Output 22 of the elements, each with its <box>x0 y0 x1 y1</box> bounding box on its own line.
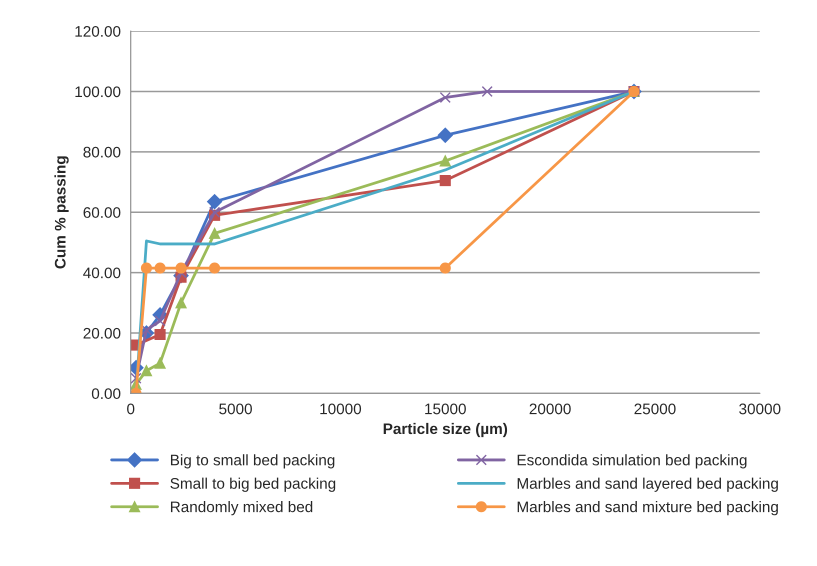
legend-label: Escondida simulation bed packing <box>518 454 746 468</box>
y-tick-label: 20.00 <box>84 328 120 339</box>
legend-label: Marbles and sand layered bed packing <box>518 478 778 492</box>
y-tick-label: 100.00 <box>75 86 120 98</box>
y-tick-label: 0.00 <box>92 388 120 400</box>
legend-label: Small to big bed packing <box>170 478 336 492</box>
y-tick-label: 80.00 <box>83 146 120 158</box>
y-tick-label: 60.00 <box>84 207 120 218</box>
x-tick-label: 20000 <box>530 403 571 414</box>
x-axis-title: Particle size (µm) <box>384 422 508 438</box>
y-tick-label: 120.00 <box>75 26 120 37</box>
legend-label: Big to small bed packing <box>170 454 334 468</box>
y-tick-label: 40.00 <box>83 267 120 278</box>
x-tick-label: 5000 <box>219 403 252 414</box>
legend-label: Randomly mixed bed <box>170 501 312 516</box>
x-tick-label: 30000 <box>739 403 780 414</box>
x-tick-label: 0 <box>127 403 134 414</box>
legend-label: Marbles and sand mixture bed packing <box>518 501 778 516</box>
x-tick-label: 25000 <box>634 403 676 414</box>
x-tick-label: 15000 <box>425 403 466 414</box>
y-axis-title: Cum % passing <box>54 156 69 268</box>
x-tick-label: 10000 <box>320 403 362 414</box>
